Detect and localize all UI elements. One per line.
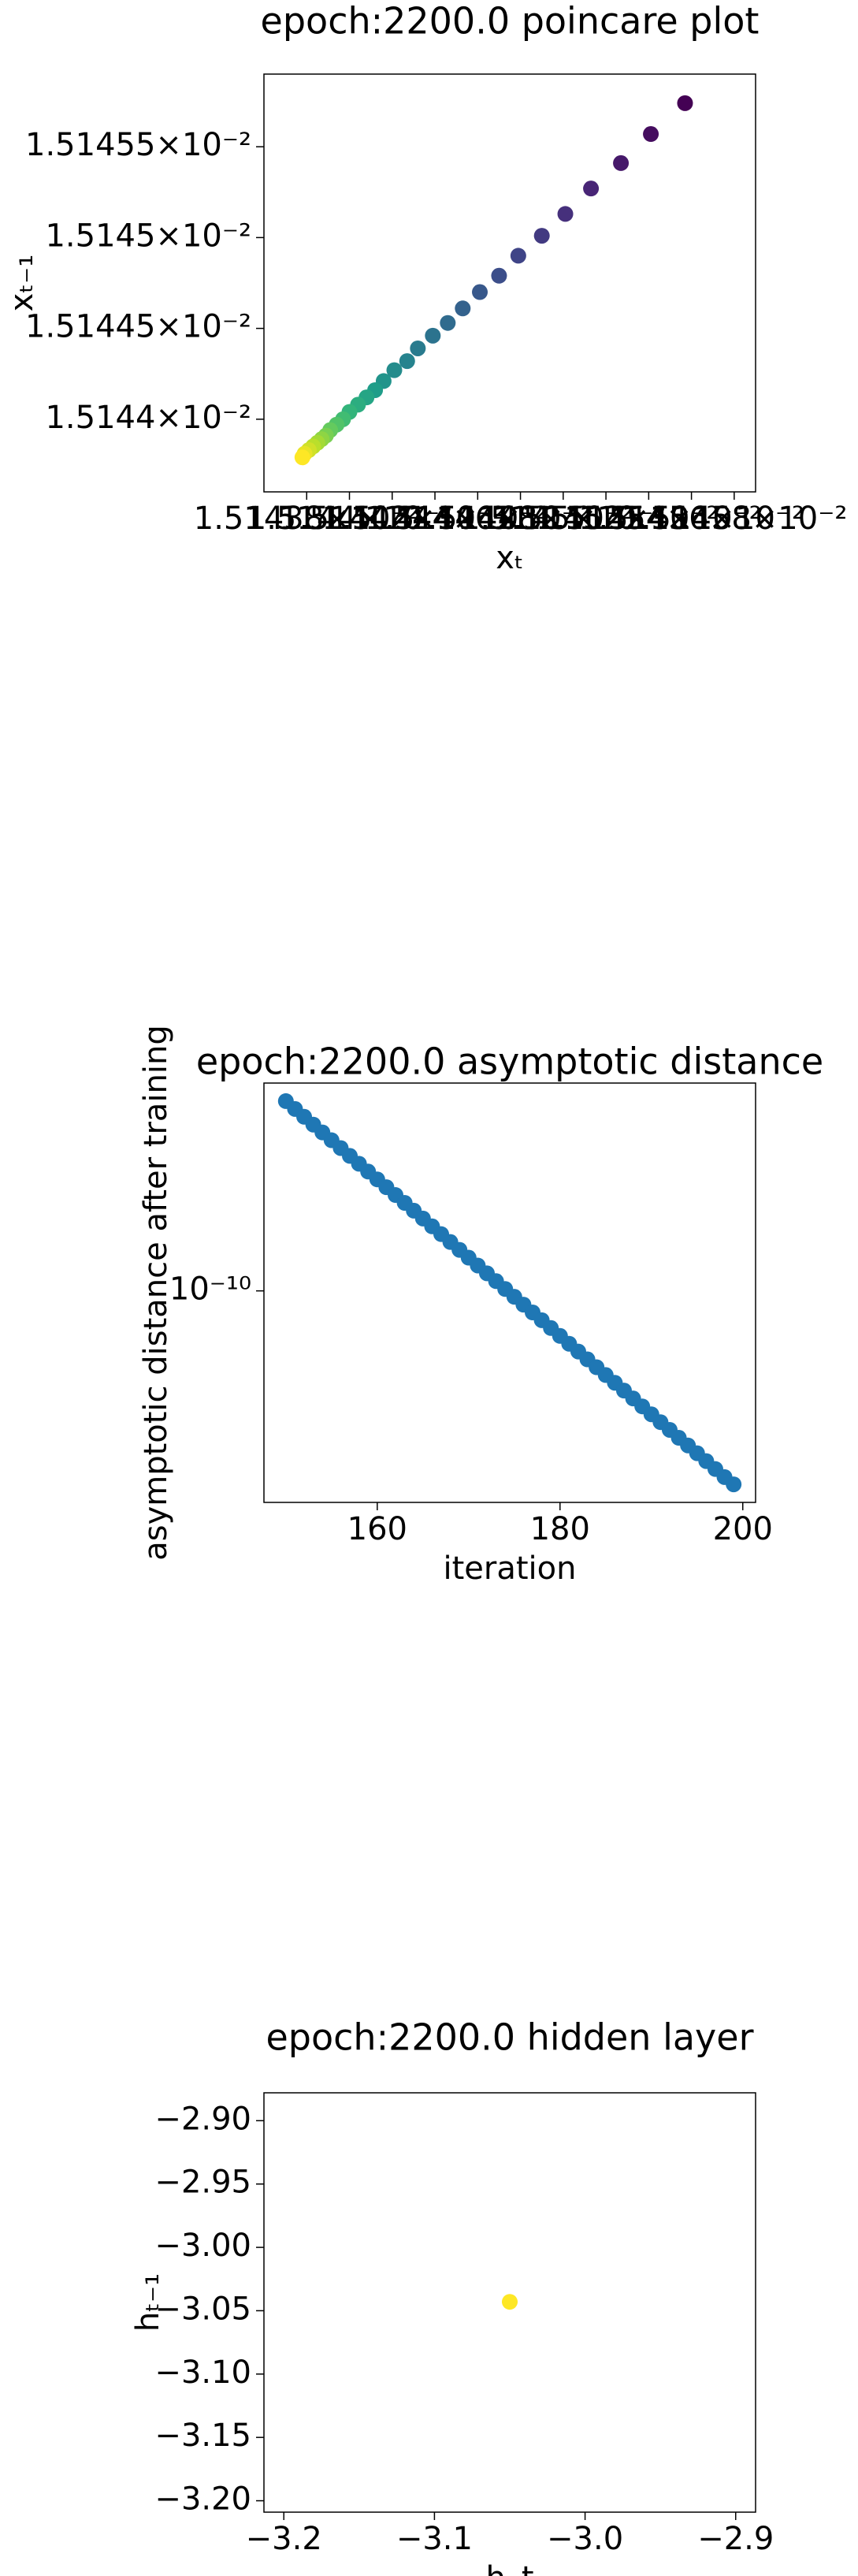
x-tick-label: −3.0 [547,2521,623,2557]
x-tick-label: 1.51444×10⁻² [322,501,548,537]
y-tick-label: −3.05 [154,2291,251,2327]
point [510,248,526,264]
y-axis-label: xₜ₋₁ [4,255,40,312]
y-tick-label: −3.00 [154,2228,251,2264]
plot-frame [263,73,756,493]
x-tick-label: 1.51458×10⁻² [621,501,847,537]
y-tick-label: −2.95 [154,2165,251,2201]
y-tick-label: −3.20 [154,2481,251,2518]
point [491,267,507,284]
x-tick-label: 1.51456×10⁻² [578,501,804,537]
chart-title: epoch:2200.0 poincare plot [261,0,760,43]
chart-title: epoch:2200.0 asymptotic distance [196,1040,823,1083]
x-axis-label: h_t [485,2560,533,2576]
y-tick-label: −3.15 [154,2418,251,2454]
point [294,449,310,466]
point [557,206,574,222]
x-tick-label: 1.51452×10⁻² [493,501,719,537]
point [613,154,630,171]
y-tick-label: 10⁻¹⁰ [169,1271,251,1308]
point [399,353,415,370]
x-tick-label: −2.9 [697,2521,774,2557]
point [533,228,550,244]
y-tick-label: 1.51455×10⁻² [25,127,251,163]
x-axis-label: xₜ [496,540,523,576]
point [386,362,403,378]
y-tick-label: 1.51445×10⁻² [25,309,251,345]
y-axis-label: asymptotic distance after training [138,1025,174,1561]
x-tick-label: 200 [713,1511,773,1547]
x-tick-label: 160 [347,1511,407,1547]
x-tick-label: 180 [530,1511,590,1547]
point [502,2294,518,2310]
y-axis-label: hₜ₋₁ [130,2273,166,2332]
plot-frame [263,2092,756,2513]
x-tick-label: 1.51446×10⁻² [365,501,591,537]
y-tick-label: 1.5144×10⁻² [45,400,251,436]
point [726,1476,742,1493]
x-tick-label: 1.51448×10⁻² [407,501,633,537]
point [455,300,471,317]
x-tick-label: 1.51454×10⁻² [536,501,762,537]
x-axis-label: iteration [444,1550,577,1587]
x-tick-label: −3.2 [246,2521,322,2557]
point [583,181,600,197]
chart-title: epoch:2200.0 hidden layer [266,2016,754,2059]
point [472,284,488,300]
y-tick-label: −2.90 [154,2101,251,2137]
point [677,95,693,111]
x-tick-label: 1.51442×10⁻² [279,501,505,537]
y-tick-label: 1.5145×10⁻² [45,218,251,254]
y-tick-label: −3.10 [154,2355,251,2391]
x-tick-label: 1.5144×10⁻² [247,501,453,537]
point [440,315,456,331]
x-tick-label: −3.1 [396,2521,473,2557]
plot-frame [263,1082,756,1503]
point [410,340,426,356]
point [425,327,441,344]
x-tick-label: 1.5145×10⁻² [460,501,667,537]
x-tick-label: 1.51438×10⁻² [194,501,420,537]
point [643,126,659,143]
